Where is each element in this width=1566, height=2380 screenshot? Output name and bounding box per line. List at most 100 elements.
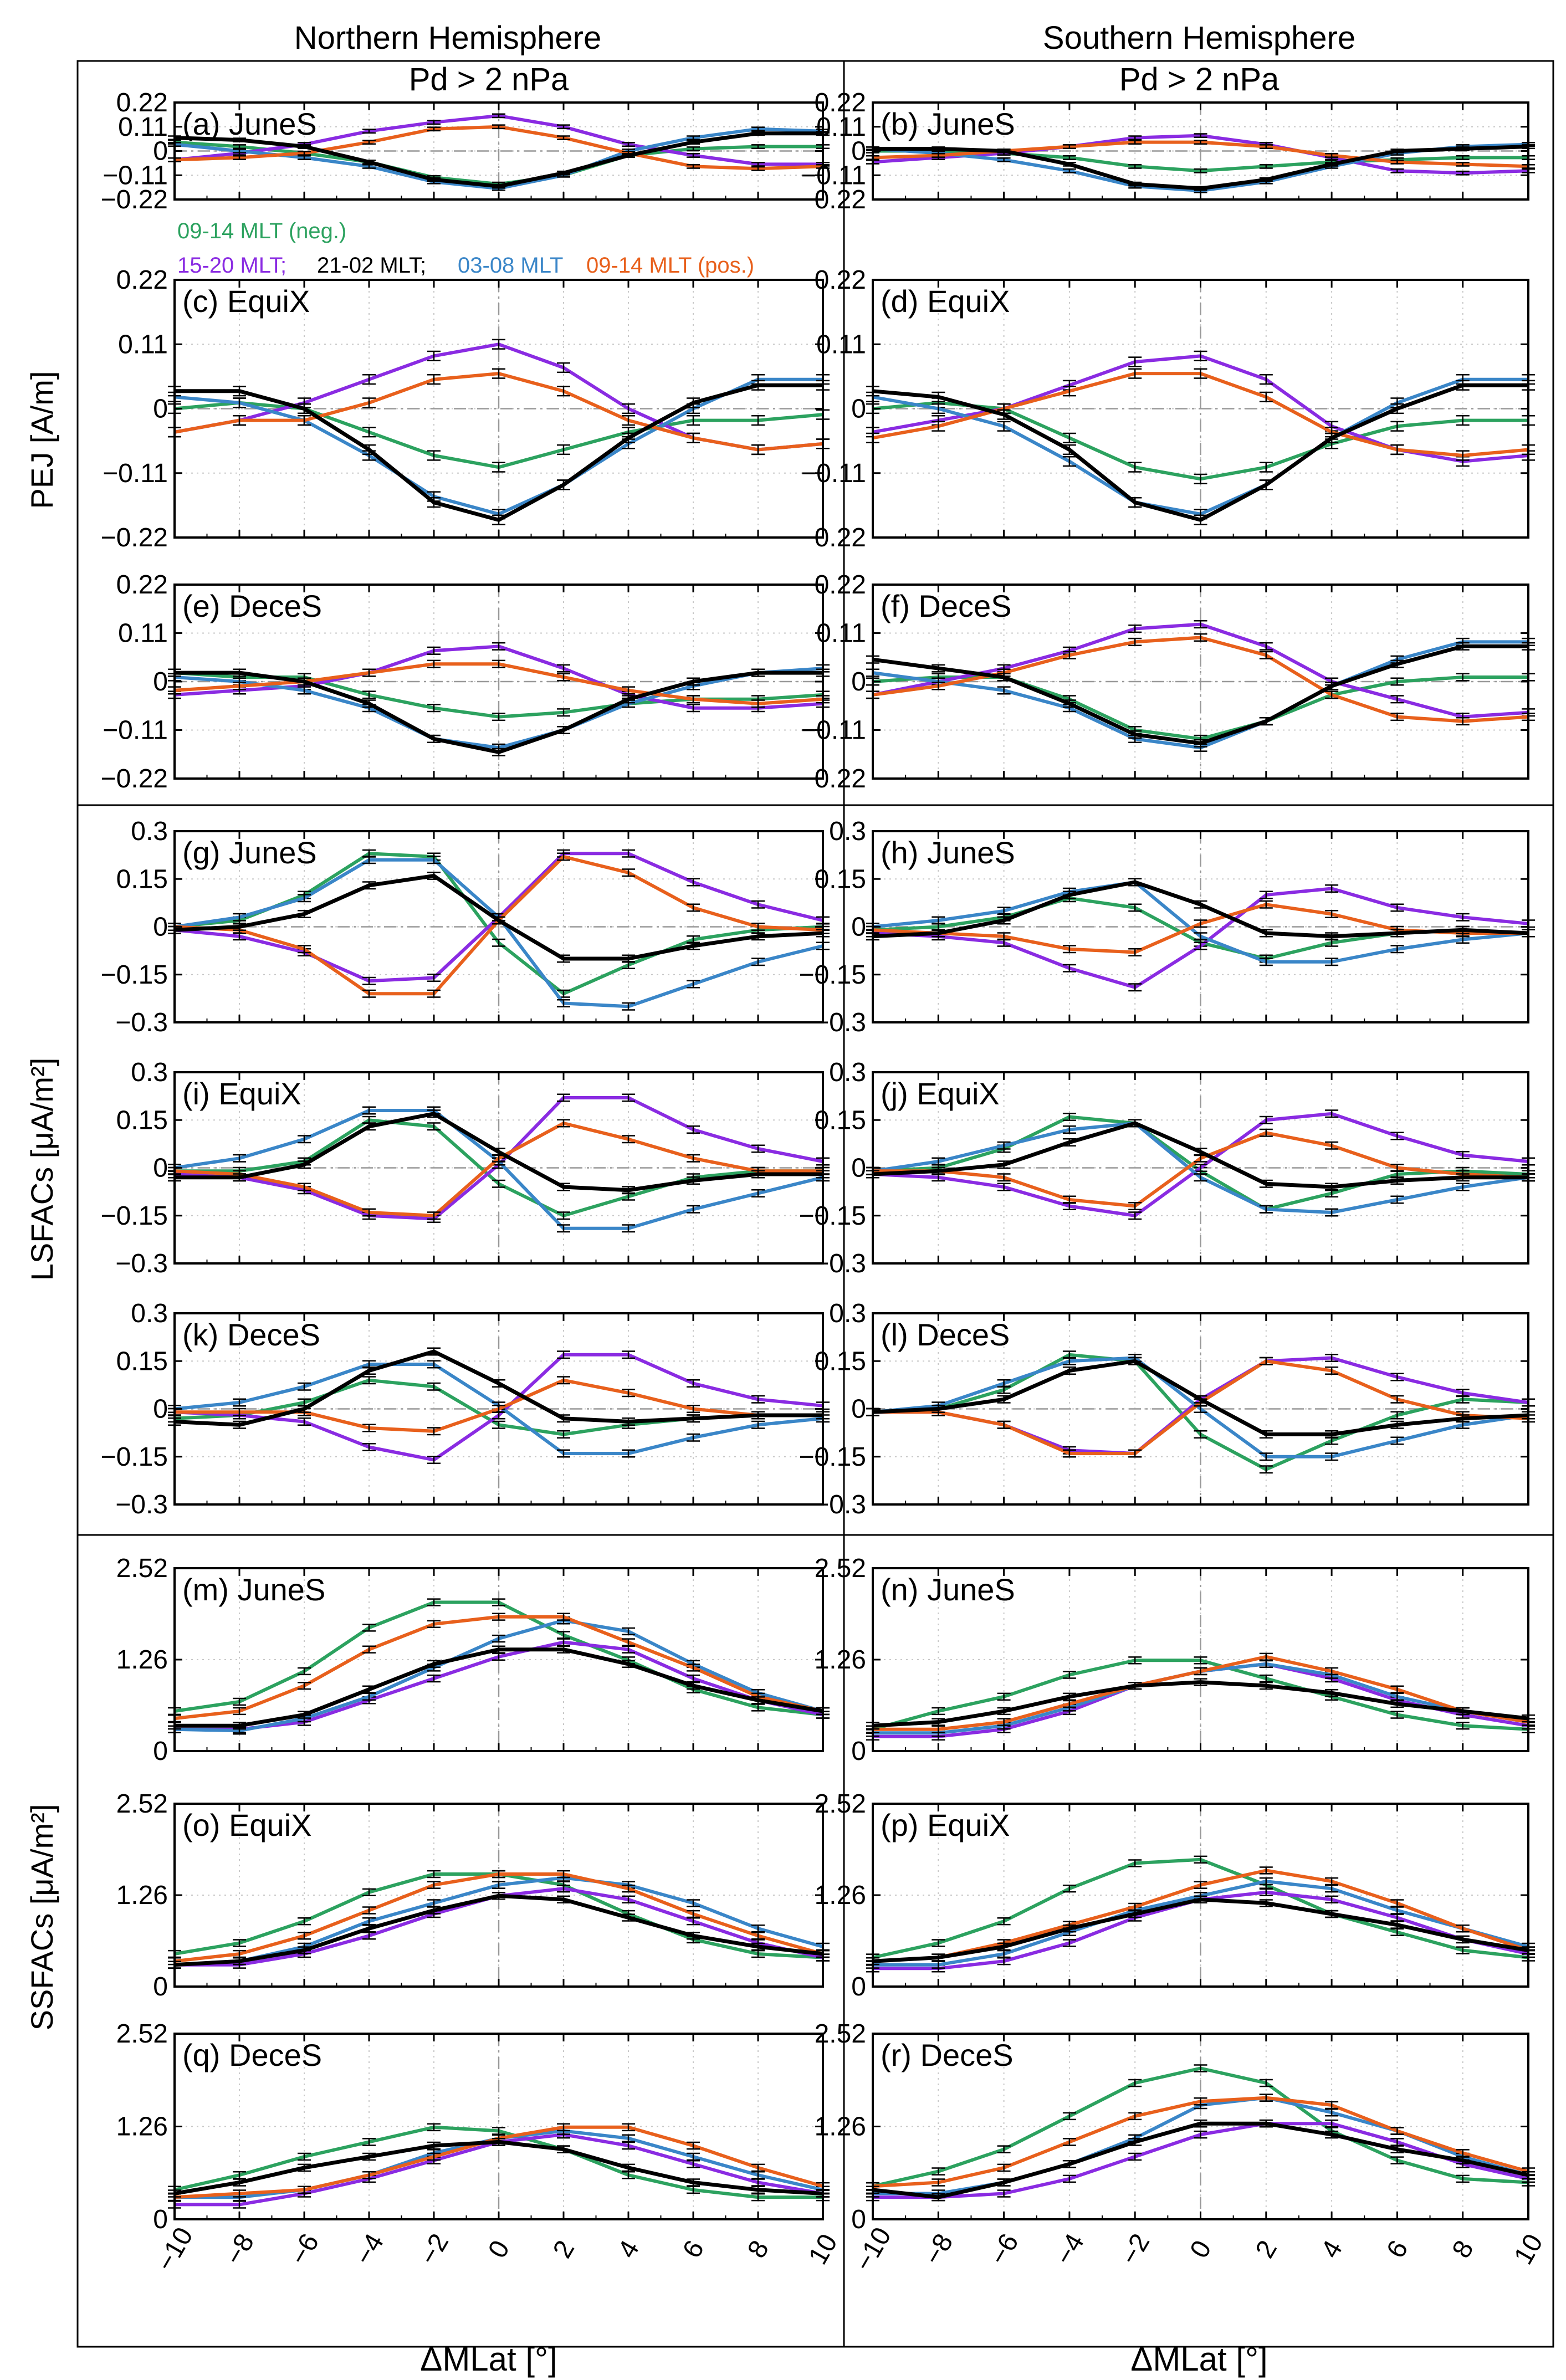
y-tick-label: −0.3 [813, 1008, 866, 1037]
x-tick-label: 4 [1316, 2235, 1348, 2263]
panel-1: 0.220.110−0.11−0.22 (a) JuneS [101, 88, 830, 214]
y-tick-label: 0.3 [131, 817, 168, 846]
panel-14: 2.52 1.26 0 (n) JuneS [815, 1554, 1535, 1766]
panel-4: 0.22 0.11 0 −0.11 −0.22 (d) EquiX [799, 265, 1535, 552]
x-tick-label: −6 [284, 2229, 325, 2270]
y-tick-label: 2.52 [815, 1554, 866, 1583]
panel-title: (c) EquiX [182, 284, 310, 319]
y-tick-label: −0.22 [101, 523, 168, 552]
x-tick-label: 6 [1381, 2235, 1414, 2263]
panel-title: (b) JuneS [881, 106, 1015, 141]
y-tick-label: −0.3 [115, 1490, 168, 1519]
y-tick-label: 0 [153, 1395, 168, 1424]
y-tick-label: 0.15 [116, 1347, 168, 1376]
y-tick-label: −0.15 [799, 1201, 866, 1231]
panel-title: (f) DeceS [881, 588, 1012, 623]
y-tick-label: 1.26 [815, 2112, 866, 2142]
legend: 09-14 MLT (neg.) 15-20 MLT; 21-02 MLT; 0… [177, 219, 754, 278]
y-tick-label: −0.11 [801, 459, 866, 488]
y-tick-label: 0.3 [829, 817, 866, 846]
ssfacs-ylabel: SSFACs [μA/m²] [24, 1804, 59, 2031]
y-tick-label: 0 [851, 913, 866, 942]
y-tick-label: 0.22 [116, 570, 168, 600]
panel-title: (n) JuneS [881, 1572, 1015, 1607]
x-tick-label: 0 [1184, 2235, 1217, 2263]
y-tick-label: −0.11 [103, 161, 168, 190]
panel-title: (e) DeceS [182, 588, 322, 623]
x-tick-label: 10 [1508, 2229, 1549, 2270]
y-tick-label: −0.15 [101, 1442, 168, 1472]
y-tick-label: 0.11 [816, 112, 866, 142]
y-tick-label: 0 [851, 2205, 866, 2234]
y-tick-label: 1.26 [116, 1645, 168, 1675]
y-tick-label: 1.26 [116, 2112, 168, 2142]
panels-group: 0.220.110−0.11−0.22(a) JuneS0.220.110−0.… [101, 88, 1549, 2276]
panel-title: (p) EquiX [881, 1808, 1010, 1842]
panel-9: 0.3 0.15 0 −0.15 −0.3 (i) EquiX [101, 1058, 830, 1278]
y-tick-label: 0 [851, 1737, 866, 1766]
x-tick-label: 2 [547, 2235, 580, 2263]
y-tick-label: 2.52 [116, 2019, 168, 2049]
y-tick-label: 0 [851, 1972, 866, 2002]
y-tick-label: −0.22 [799, 185, 866, 214]
panel-12: 0.3 0.15 0 −0.15 −0.3 (l) DeceS [799, 1299, 1535, 1519]
y-tick-label: 0.3 [829, 1058, 866, 1087]
y-tick-label: 0.11 [118, 619, 168, 648]
panel-16: 2.52 1.26 0 (p) EquiX [815, 1789, 1535, 2002]
panel-5: 0.22 0.11 0 −0.11 −0.22 (e) DeceS [101, 570, 830, 794]
x-tick-label: 8 [742, 2235, 775, 2263]
panel-11: 0.3 0.15 0 −0.15 −0.3 (k) DeceS [101, 1299, 830, 1519]
y-tick-label: 0 [153, 137, 168, 166]
y-tick-label: 0.3 [131, 1299, 168, 1328]
x-tick-label: −8 [918, 2229, 959, 2270]
southern-pd-subtitle: Pd > 2 nPa [1119, 62, 1280, 98]
y-tick-label: −0.15 [101, 1201, 168, 1231]
y-tick-label: 0 [851, 1395, 866, 1424]
y-tick-label: 0.11 [118, 330, 168, 359]
y-tick-label: 0.22 [116, 88, 168, 117]
southern-hemisphere-title: Southern Hemisphere [1043, 20, 1355, 56]
panel-10: 0.3 0.15 0 −0.15 −0.3 (j) EquiX [799, 1058, 1535, 1278]
y-tick-label: −0.3 [813, 1249, 866, 1278]
y-tick-label: 2.52 [815, 2019, 866, 2049]
y-tick-label: 0.11 [118, 112, 168, 142]
northern-hemisphere-title: Northern Hemisphere [294, 20, 601, 56]
lsfacs-ylabel: LSFACs [μA/m²] [24, 1058, 59, 1281]
panel-8: 0.3 0.15 0 −0.15 −0.3 (h) JuneS [799, 817, 1535, 1037]
panel-title: (a) JuneS [182, 106, 317, 141]
panel-3: 0.22 0.11 0 −0.11 −0.22 (c) EquiX [101, 265, 830, 552]
y-tick-label: 0 [851, 1154, 866, 1183]
y-tick-label: −0.22 [101, 185, 168, 214]
y-tick-label: 0.3 [131, 1058, 168, 1087]
panel-title: (r) DeceS [881, 2038, 1014, 2072]
x-tick-label: −8 [219, 2229, 260, 2270]
y-tick-label: 0.15 [815, 1347, 866, 1376]
panel-title: (k) DeceS [182, 1317, 320, 1352]
y-tick-label: 0 [153, 395, 168, 424]
y-tick-label: 0.15 [116, 864, 168, 894]
panel-title: (q) DeceS [182, 2038, 322, 2072]
y-tick-label: 2.52 [116, 1554, 168, 1583]
y-tick-label: 1.26 [815, 1881, 866, 1910]
legend-night: 21-02 MLT; [317, 253, 426, 278]
y-tick-label: 2.52 [116, 1789, 168, 1819]
panel-title: (l) DeceS [881, 1317, 1010, 1352]
x-tick-label: 4 [612, 2235, 645, 2263]
panel-title: (d) EquiX [881, 284, 1010, 319]
x-tick-label: 8 [1447, 2235, 1480, 2263]
y-tick-label: −0.3 [115, 1249, 168, 1278]
y-tick-label: 0 [153, 667, 168, 697]
y-tick-label: 0.3 [829, 1299, 866, 1328]
panel-title: (m) JuneS [182, 1572, 325, 1607]
y-tick-label: −0.3 [813, 1490, 866, 1519]
legend-neg: 09-14 MLT (neg.) [177, 219, 346, 243]
y-tick-label: −0.11 [103, 459, 168, 488]
panel-13: 2.52 1.26 0 (m) JuneS [116, 1554, 830, 1766]
y-tick-label: −0.3 [115, 1008, 168, 1037]
southern-xlabel: ΔMLat [°] [1130, 2341, 1267, 2378]
southern-frame [843, 60, 1554, 2348]
y-tick-label: −0.11 [103, 716, 168, 745]
y-tick-label: 0 [153, 913, 168, 942]
y-tick-label: 0 [851, 395, 866, 424]
